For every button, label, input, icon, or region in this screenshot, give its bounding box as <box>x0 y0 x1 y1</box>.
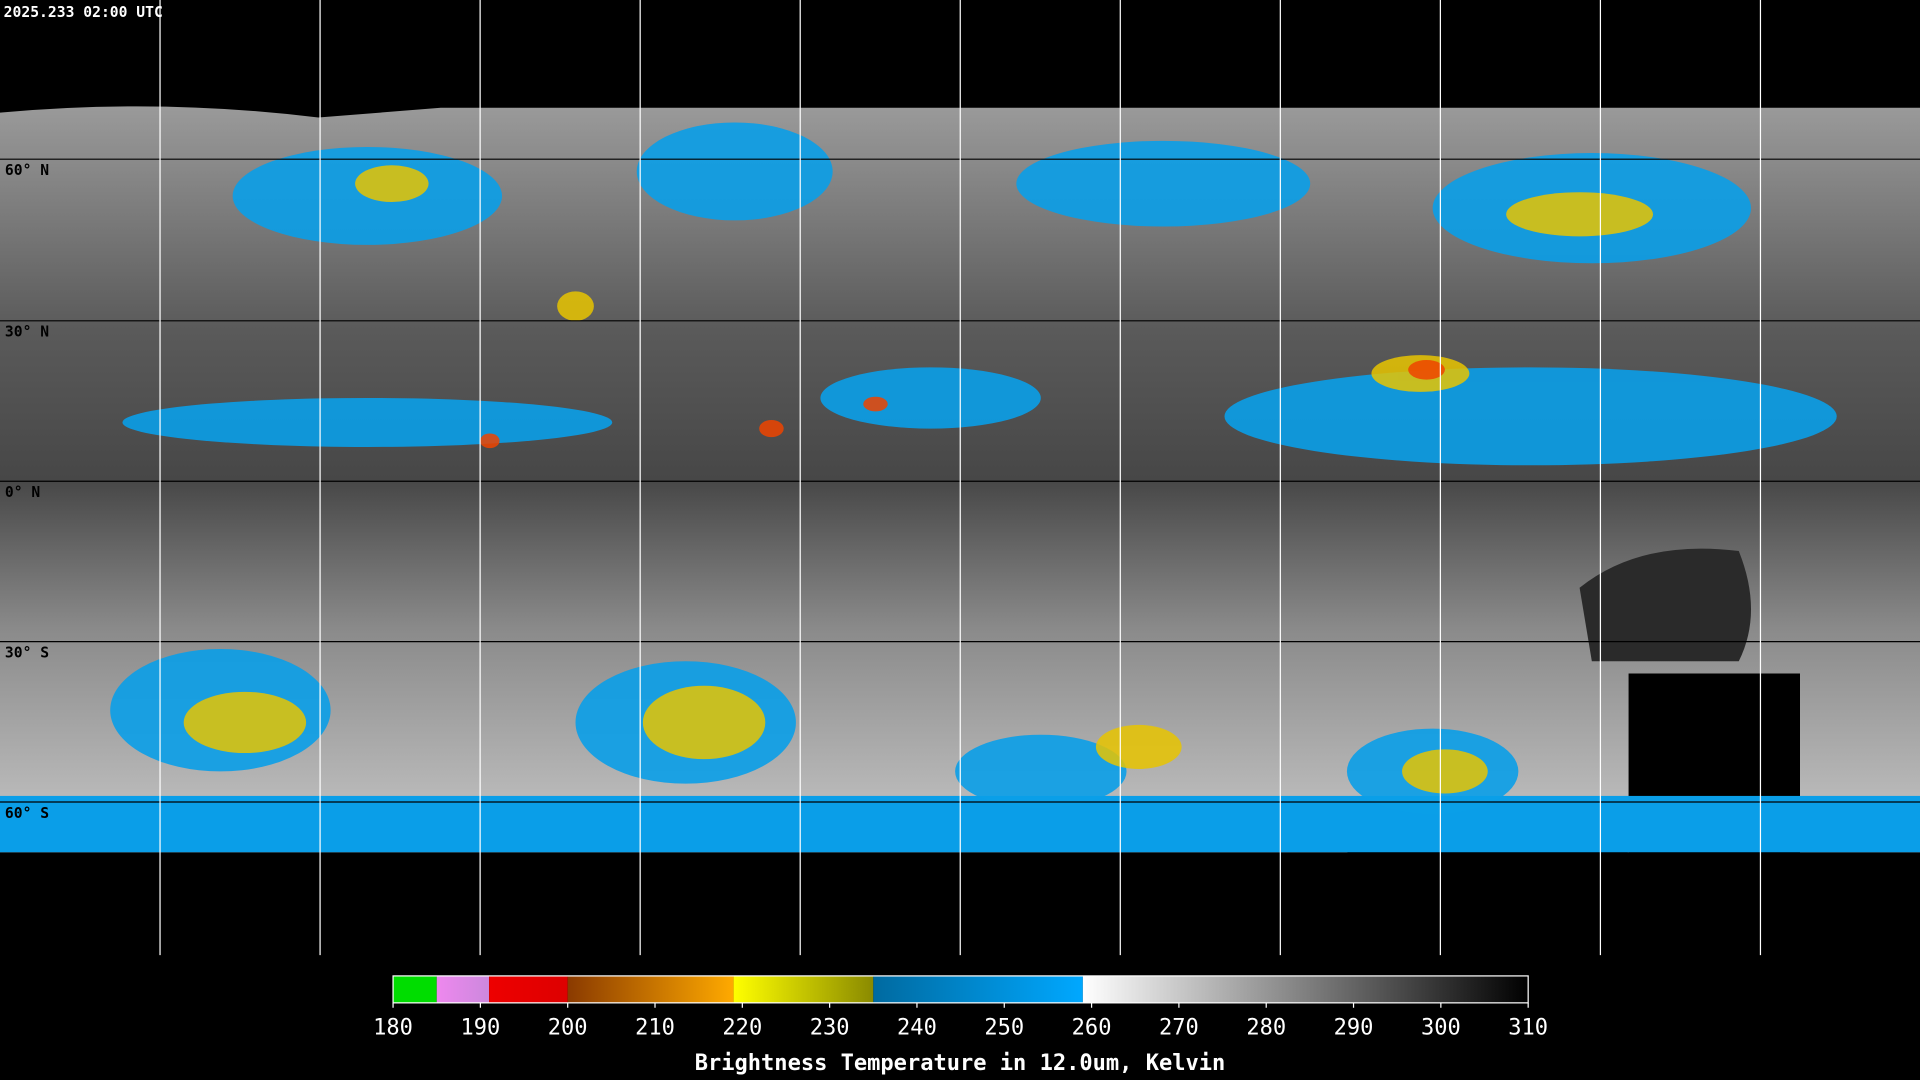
colorbar-segment <box>1082 975 1529 1003</box>
colorbar-tick-label: 300 <box>1421 1016 1461 1041</box>
colorbar-frame <box>392 975 1529 1004</box>
colorbar-tick-label: 290 <box>1334 1016 1374 1041</box>
colorbar-segment <box>873 975 1083 1003</box>
colorbar-segment <box>489 975 568 1003</box>
colorbar-segment <box>567 975 734 1003</box>
lat-label: 30° S <box>5 645 49 662</box>
colorbar-tick-label: 180 <box>373 1016 413 1041</box>
colorbar-tick-label: 280 <box>1246 1016 1286 1041</box>
colorbar-tick-label: 310 <box>1508 1016 1548 1041</box>
colorbar-tick-label: 270 <box>1159 1016 1199 1041</box>
colorbar-tick-label: 250 <box>984 1016 1024 1041</box>
colorbar-segment <box>733 975 874 1003</box>
colorbar-tick-label: 220 <box>722 1016 762 1041</box>
colorbar-tick-label: 230 <box>810 1016 850 1041</box>
lat-label: 30° N <box>5 324 49 341</box>
colorbar-tick-label: 260 <box>1072 1016 1112 1041</box>
colorbar-tick-label: 190 <box>460 1016 500 1041</box>
colorbar-tick-label: 200 <box>548 1016 588 1041</box>
lat-label: 60° N <box>5 162 49 179</box>
colorbar-segment <box>436 975 490 1003</box>
lat-label: 0° N <box>5 484 40 501</box>
timestamp: 2025.233 02:00 UTC <box>4 4 163 21</box>
lon-lines <box>159 0 1762 956</box>
colorbar-tick-label: 210 <box>635 1016 675 1041</box>
colorbar-label: Brightness Temperature in 12.0um, Kelvin <box>695 1051 1226 1076</box>
colorbar-tick-label: 240 <box>897 1016 937 1041</box>
colorbar-segment <box>393 975 437 1003</box>
lat-label: 60° S <box>5 805 49 822</box>
